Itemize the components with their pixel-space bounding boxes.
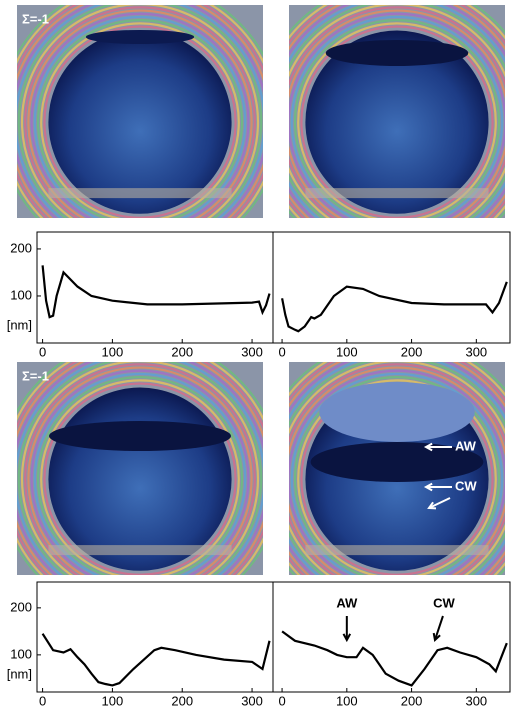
image-panel <box>289 5 505 218</box>
cap <box>319 382 475 442</box>
x-tick-label: 0 <box>278 693 285 708</box>
y-axis-label: [nm] <box>7 666 32 681</box>
line <box>281 281 508 333</box>
rim <box>48 545 232 556</box>
fringe <box>30 369 250 575</box>
dimple <box>325 40 469 66</box>
x-tick-label: 0 <box>278 344 285 359</box>
fringe <box>33 372 247 575</box>
fringe <box>289 9 505 218</box>
annotation: CW <box>433 595 455 610</box>
rim <box>305 545 489 556</box>
x-tick-label: 300 <box>465 344 487 359</box>
fringe <box>30 12 250 218</box>
image-arrow-head <box>423 482 433 492</box>
fringe <box>20 362 260 575</box>
y-tick-label: 100 <box>10 646 32 661</box>
fringe <box>293 19 501 218</box>
line <box>281 630 508 687</box>
x-tick-label: 200 <box>401 344 423 359</box>
x-tick-label: 300 <box>241 693 263 708</box>
image-panel <box>289 362 505 575</box>
y-tick-label: 200 <box>10 240 32 255</box>
fringe <box>27 366 253 575</box>
x-tick-label: 200 <box>171 344 193 359</box>
x-tick-label: 100 <box>102 693 124 708</box>
dimple <box>310 442 484 482</box>
droplet <box>305 30 489 214</box>
x-tick-label: 200 <box>171 693 193 708</box>
y-tick-label: 100 <box>10 287 32 302</box>
image <box>17 5 263 218</box>
image-label: CW <box>455 478 477 493</box>
annotation-arrow <box>434 615 444 641</box>
image <box>289 5 505 218</box>
fringe <box>36 19 244 218</box>
fringe <box>297 379 497 575</box>
line <box>41 633 271 687</box>
image-label: AW <box>455 438 477 453</box>
annotation-arrow-head <box>342 633 352 643</box>
fringe <box>290 372 504 575</box>
fringe <box>290 15 504 218</box>
fringe <box>289 366 505 575</box>
fringe <box>17 362 263 575</box>
image-panel <box>17 5 263 218</box>
line <box>41 265 271 319</box>
dimple <box>85 30 195 44</box>
fringe <box>40 22 240 218</box>
x-tick-label: 0 <box>39 693 46 708</box>
dimple <box>48 421 232 451</box>
fringe <box>40 379 240 575</box>
rim <box>305 188 489 199</box>
fringe <box>24 6 256 218</box>
image-label: Σ=-1 <box>22 368 49 383</box>
fringe <box>300 25 494 218</box>
x-tick-label: 100 <box>102 344 124 359</box>
x-tick-label: 300 <box>465 693 487 708</box>
image-label: Σ=-1 <box>22 11 49 26</box>
fringe <box>17 5 263 218</box>
image-arrow <box>428 497 451 509</box>
fringe <box>43 382 237 575</box>
y-tick-label: 200 <box>10 599 32 614</box>
image <box>17 362 263 575</box>
droplet <box>48 30 232 214</box>
x-tick-label: 0 <box>39 344 46 359</box>
x-tick-label: 200 <box>401 693 423 708</box>
fringe <box>27 9 253 218</box>
fringe <box>43 25 237 218</box>
fringe <box>289 363 505 575</box>
fringe <box>289 6 505 218</box>
fringe <box>20 5 260 218</box>
image-panel <box>17 362 263 575</box>
x-tick-label: 300 <box>241 344 263 359</box>
annotation-arrow-head <box>432 632 441 642</box>
y-axis-label: [nm] <box>7 317 32 332</box>
fringe <box>36 376 244 575</box>
image-arrow-head <box>427 501 437 510</box>
fringe <box>289 369 505 575</box>
fringe <box>289 12 505 218</box>
x-tick-label: 100 <box>336 693 358 708</box>
image <box>289 362 505 575</box>
droplet <box>48 387 232 571</box>
x-tick-label: 100 <box>336 344 358 359</box>
rim <box>48 188 232 199</box>
fringe <box>293 376 501 575</box>
annotation: AW <box>336 595 358 610</box>
fringe <box>24 363 256 575</box>
fringe <box>33 15 247 218</box>
fringe <box>297 22 497 218</box>
image-arrow-head <box>423 442 433 452</box>
